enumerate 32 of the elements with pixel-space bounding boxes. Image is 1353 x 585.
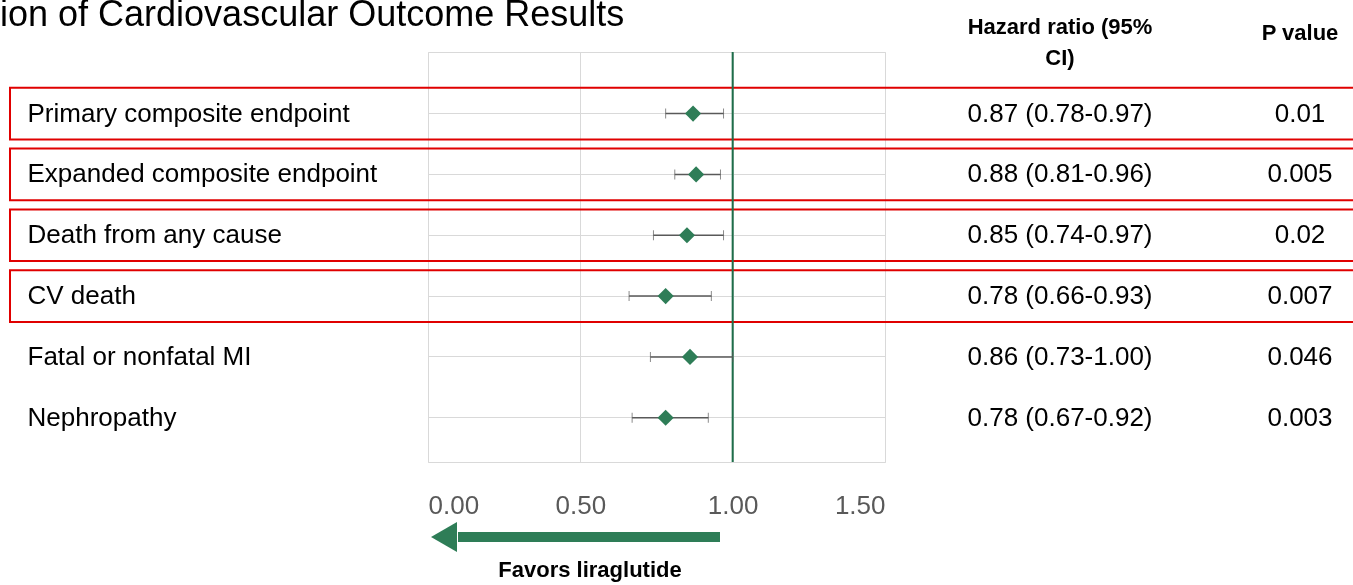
data-label: 0.86 (0.73-1.00)	[967, 340, 1153, 371]
data-label: 0.78 (0.66-0.93)	[967, 280, 1153, 311]
text: 0.003	[1267, 401, 1333, 432]
x-tick-label: 0.50	[555, 489, 607, 520]
text: 0.01	[1274, 97, 1326, 128]
x-tick-label: 1.00	[707, 489, 759, 520]
data-label: 0.85 (0.74-0.97)	[967, 219, 1153, 250]
data-label: 0.87 (0.78-0.97)	[967, 97, 1153, 128]
point	[657, 288, 674, 305]
x-tick-label: 1.50	[834, 489, 886, 520]
y-tick-label: Fatal or nonfatal MI	[27, 340, 252, 371]
point	[685, 105, 702, 122]
chart-title: ion of Cardiovascular Outcome Results	[0, 0, 625, 34]
y-tick-label: Nephropathy	[27, 401, 177, 432]
text: Hazard ratio (95% CI)	[967, 14, 1153, 70]
text: P value	[1261, 20, 1339, 45]
text: 0.007	[1267, 280, 1333, 311]
text: 0.005	[1267, 158, 1333, 189]
point	[688, 166, 705, 183]
y-tick-label: CV death	[27, 280, 136, 311]
y-tick-label: Expanded composite endpoint	[27, 158, 379, 189]
point	[681, 348, 699, 365]
data-label: 0.88 (0.81-0.96)	[967, 158, 1153, 189]
y-tick-label: Primary composite endpoint	[27, 97, 351, 128]
data-label: 0.78 (0.67-0.92)	[967, 401, 1153, 432]
text: 0.046	[1267, 340, 1333, 371]
text: 0.02	[1274, 219, 1326, 250]
x-tick-label: 0.00	[428, 489, 480, 520]
y-tick-label: Death from any cause	[27, 219, 282, 250]
point	[678, 227, 696, 244]
point	[657, 409, 674, 426]
text: Favors liraglutide	[498, 557, 682, 582]
